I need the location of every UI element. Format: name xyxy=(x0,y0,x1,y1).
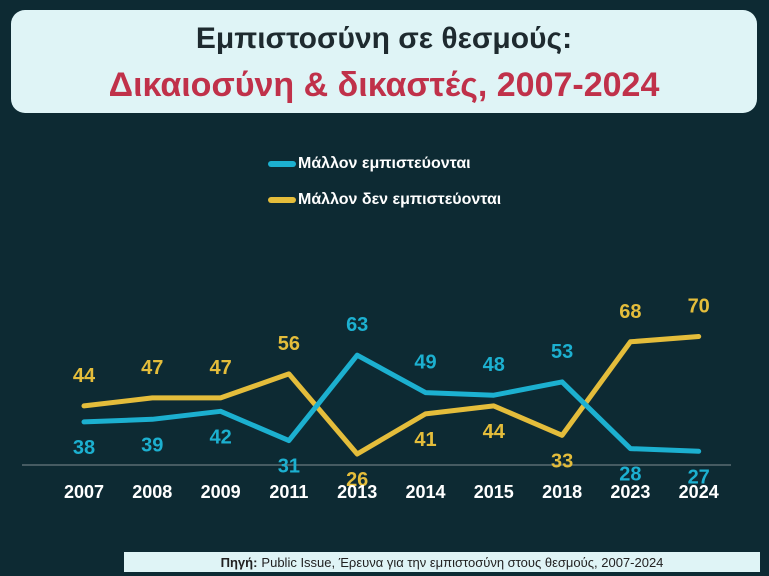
labels-layer: 38 44 39 47 42 47 31 56 63 26 49 41 48 44 53 33 28 68 27 70 xyxy=(73,296,710,492)
source-text: Public Issue, Έρευνα για την εμπιστοσύνη… xyxy=(261,554,664,570)
legend-label-distrust: Μάλλον δεν εμπιστεύονται xyxy=(298,191,502,208)
legend-item-distrust: Μάλλον δεν εμπιστεύονται xyxy=(268,190,501,210)
data-label-distrust-2018: 33 xyxy=(551,450,573,472)
data-label-distrust-2007: 44 xyxy=(73,365,96,387)
data-label-trust-2024: 27 xyxy=(688,466,710,488)
x-tick-label-2018: 2018 xyxy=(542,482,582,502)
data-label-distrust-2023: 68 xyxy=(619,301,641,323)
series-layer xyxy=(81,334,702,457)
x-tick-label-2011: 2011 xyxy=(269,482,308,502)
chart-title: Εμπιστοσύνη σε θεσμούς: xyxy=(195,22,573,55)
data-label-trust-2009: 42 xyxy=(209,426,231,448)
data-label-trust-2008: 39 xyxy=(141,434,163,456)
data-label-trust-2011: 31 xyxy=(278,456,300,478)
x-tick-label-2014: 2014 xyxy=(405,482,445,502)
data-label-distrust-2024: 70 xyxy=(688,296,710,318)
data-label-trust-2007: 38 xyxy=(73,437,95,459)
x-tick-label-2009: 2009 xyxy=(201,482,241,502)
x-tick-labels: 2007 2008 2009 2011 2013 2014 2015 2018 2023 2024 xyxy=(64,482,719,502)
legend: Μάλλον εμπιστεύονται Μάλλον δεν εμπιστεύ… xyxy=(268,154,501,226)
x-tick-label-2013: 2013 xyxy=(337,482,377,502)
chart-subtitle: Δικαιοσύνη & δικαστές, 2007-2024 xyxy=(108,66,660,104)
x-tick-label-2008: 2008 xyxy=(132,482,172,502)
data-label-distrust-2011: 56 xyxy=(278,333,300,355)
series-line-trust xyxy=(81,352,702,454)
x-tick-label-2023: 2023 xyxy=(610,482,650,502)
data-label-trust-2013: 63 xyxy=(346,314,368,336)
data-label-distrust-2013: 26 xyxy=(346,469,368,491)
data-label-distrust-2009: 47 xyxy=(209,357,231,379)
x-tick-label-2024: 2024 xyxy=(679,482,719,502)
legend-swatch-distrust xyxy=(268,197,296,203)
legend-label-trust: Μάλλον εμπιστεύονται xyxy=(298,155,471,172)
source-bar: Πηγή: Public Issue, Έρευνα για την εμπισ… xyxy=(124,552,760,572)
data-label-distrust-2014: 41 xyxy=(414,429,436,451)
title-box: Εμπιστοσύνη σε θεσμούς: Δικαιοσύνη & δικ… xyxy=(11,10,757,113)
data-label-distrust-2015: 44 xyxy=(483,421,506,443)
data-label-trust-2014: 49 xyxy=(414,352,436,374)
source-label: Πηγή: xyxy=(220,554,258,570)
data-label-trust-2018: 53 xyxy=(551,341,573,363)
legend-swatch-trust xyxy=(268,161,296,167)
x-tick-label-2007: 2007 xyxy=(64,482,104,502)
data-label-trust-2023: 28 xyxy=(619,464,641,486)
data-label-distrust-2008: 47 xyxy=(141,357,163,379)
series-line-distrust xyxy=(81,334,702,457)
data-label-trust-2015: 48 xyxy=(483,354,505,376)
legend-item-trust: Μάλλον εμπιστεύονται xyxy=(268,154,501,174)
x-tick-label-2015: 2015 xyxy=(474,482,514,502)
